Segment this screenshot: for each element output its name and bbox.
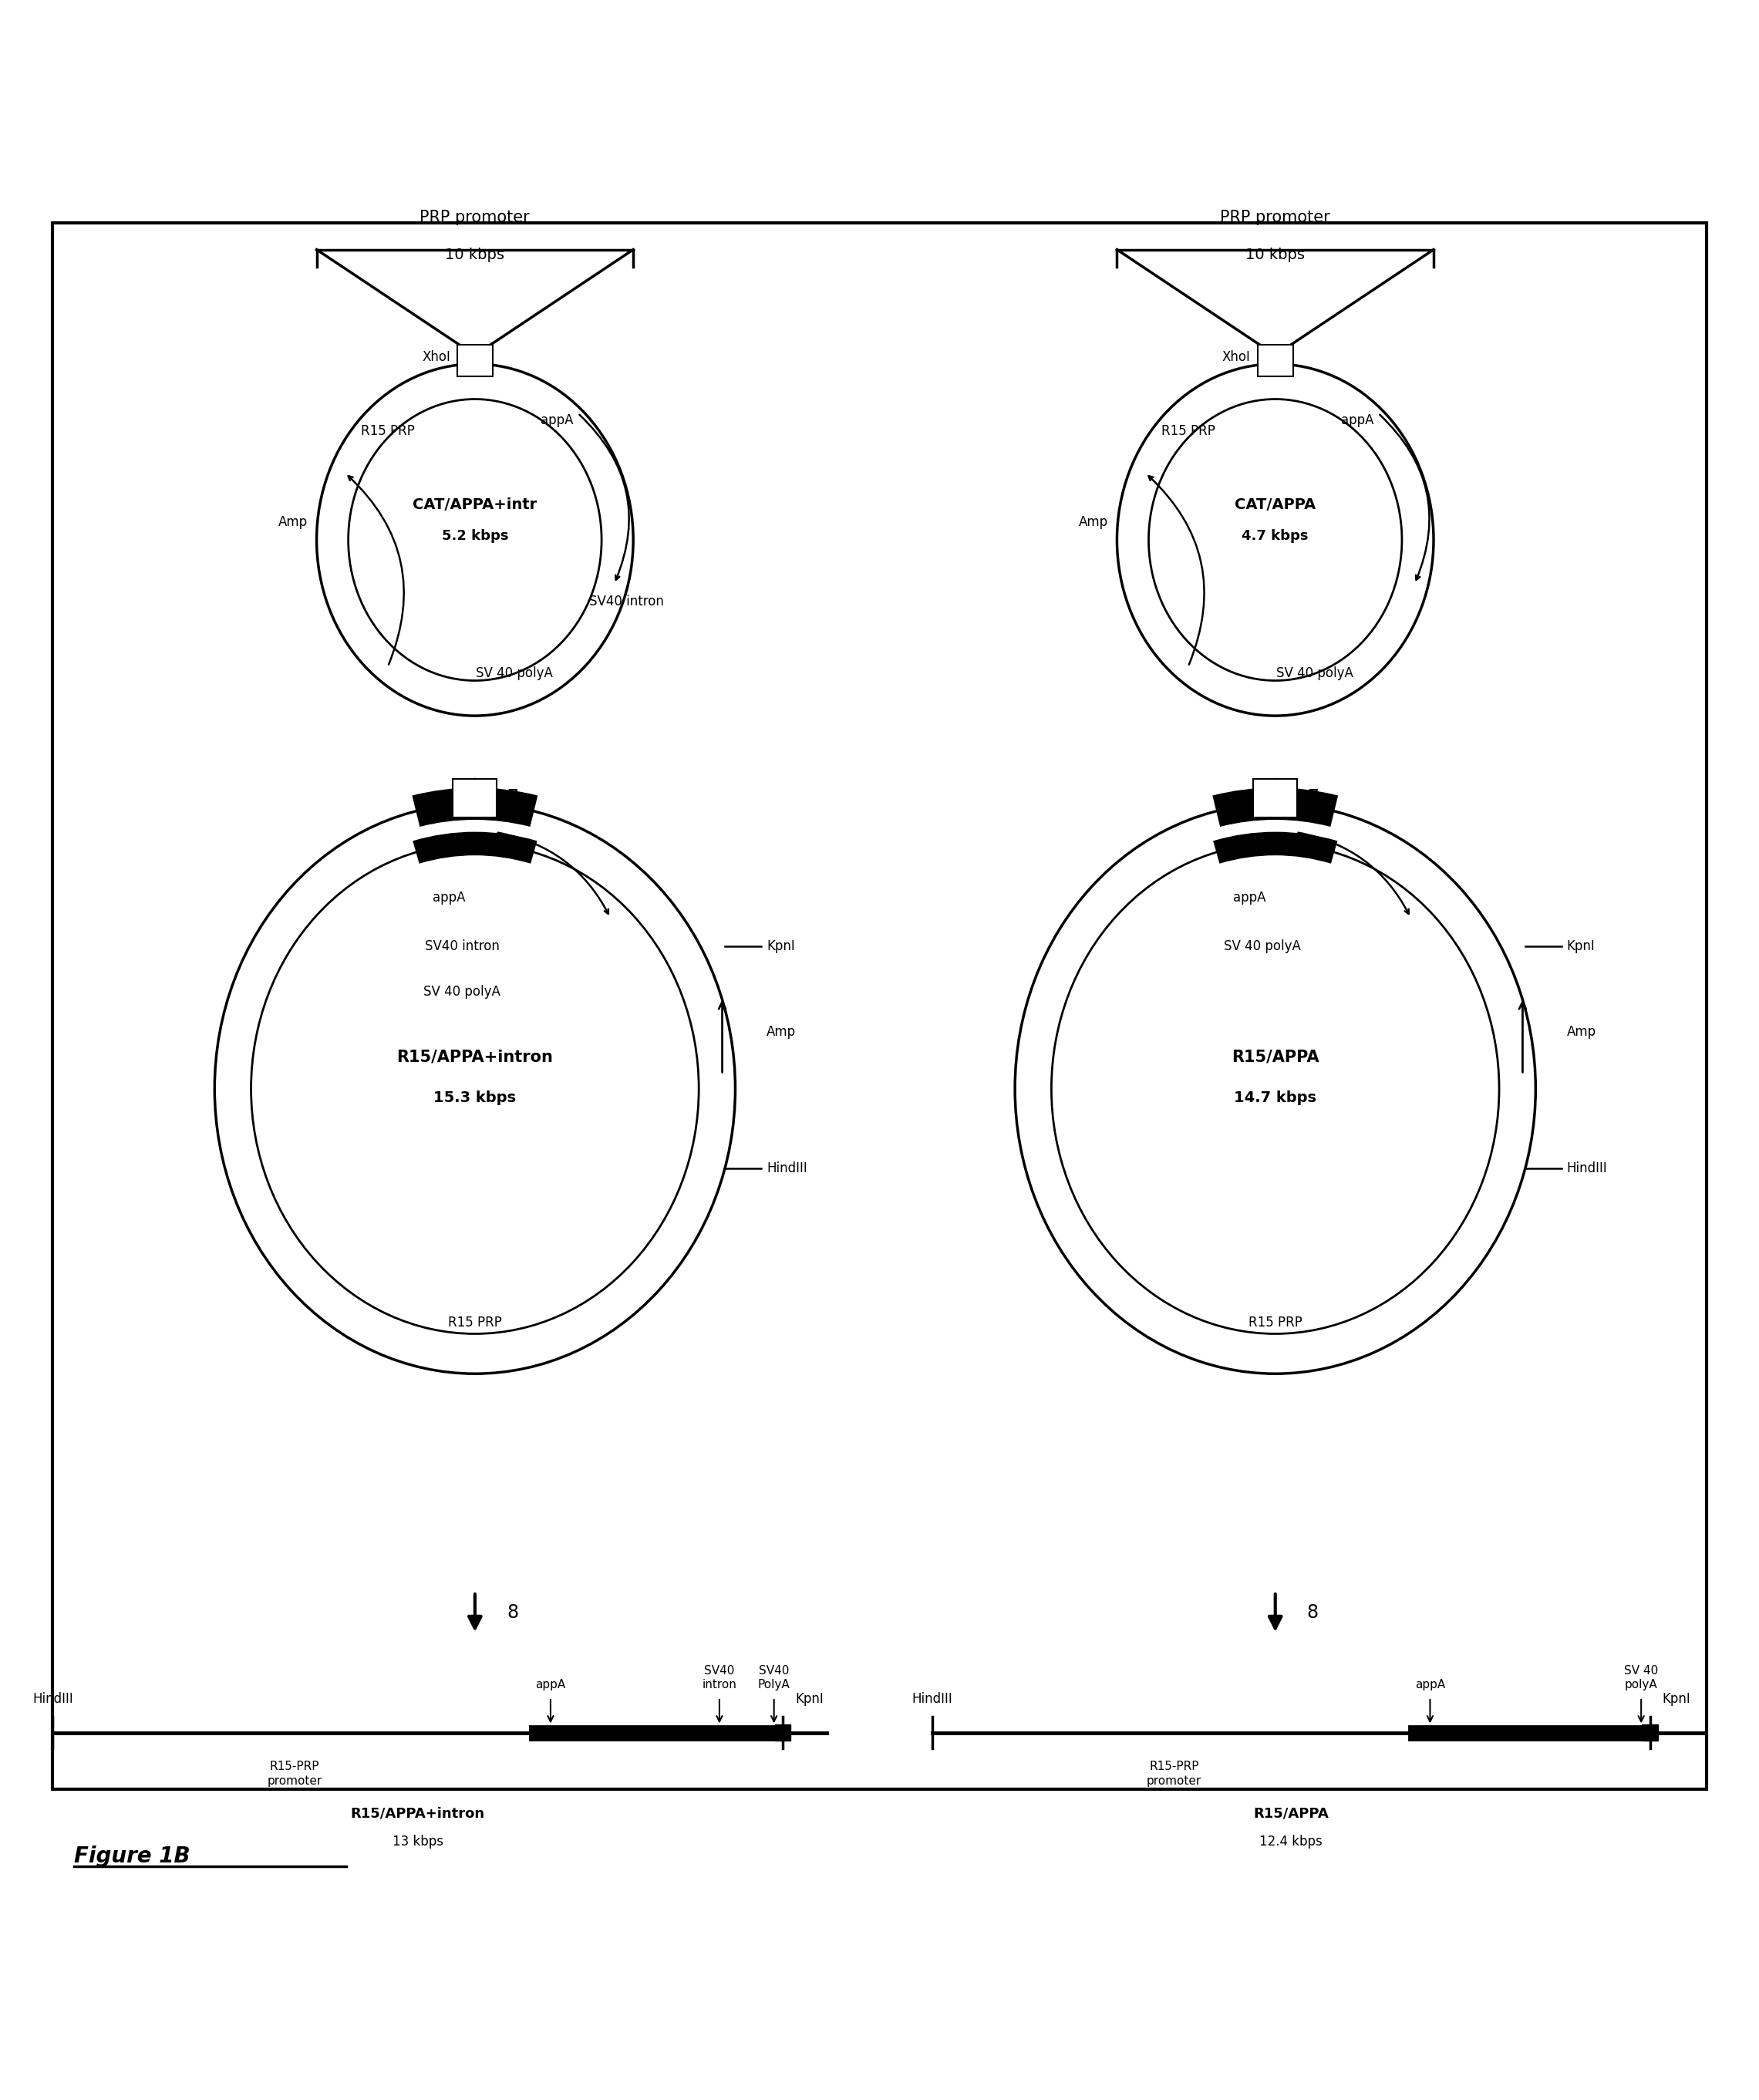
Text: R15/APPA: R15/APPA [1231,1050,1319,1065]
Text: KpnI: KpnI [1567,939,1595,953]
Text: PRP promoter: PRP promoter [420,210,529,225]
Text: R15 PRP: R15 PRP [449,1315,501,1329]
Text: 8: 8 [507,1604,519,1621]
Text: 7: 7 [507,788,519,806]
Text: appA: appA [1233,890,1266,905]
Text: HindIII: HindIII [911,1693,953,1705]
Text: CAT/APPA: CAT/APPA [1235,498,1316,512]
Text: HindIII: HindIII [767,1161,807,1176]
Text: appA: appA [540,414,573,426]
Text: Amp: Amp [278,514,308,529]
Text: R15 PRP: R15 PRP [361,424,415,437]
Text: 10 kbps: 10 kbps [445,248,505,262]
Text: Amp: Amp [767,1025,795,1040]
Text: R15-PRP
promoter: R15-PRP promoter [1147,1760,1201,1787]
Bar [454,779,498,817]
Text: 4.7 kbps: 4.7 kbps [1242,529,1309,544]
Text: XhoI: XhoI [1223,351,1251,363]
Text: appA: appA [1340,414,1374,426]
Text: appA: appA [1414,1678,1446,1691]
Text: R15 PRP: R15 PRP [1249,1315,1302,1329]
Text: CAT/APPA+intr: CAT/APPA+intr [413,498,536,512]
Text: Amp: Amp [1567,1025,1595,1040]
Text: R15-PRP
promoter: R15-PRP promoter [267,1760,322,1787]
Text: R15/APPA: R15/APPA [1254,1806,1328,1821]
Text: SV 40 polyA: SV 40 polyA [477,666,552,680]
Text: appA: appA [433,890,466,905]
Text: R15/APPA+intron: R15/APPA+intron [398,1050,552,1065]
Text: Figure 1B: Figure 1B [74,1846,190,1867]
Text: 13 kbps: 13 kbps [392,1835,443,1848]
Text: Amp: Amp [1078,514,1108,529]
Text: SV 40 polyA: SV 40 polyA [1224,939,1300,953]
Text: SV 40 polyA: SV 40 polyA [1277,666,1353,680]
Text: KpnI: KpnI [1662,1693,1690,1705]
Text: PRP promoter: PRP promoter [1221,210,1330,225]
Text: R15 PRP: R15 PRP [1161,424,1215,437]
Text: R15/APPA+intron: R15/APPA+intron [350,1806,485,1821]
Text: SV40
PolyA: SV40 PolyA [758,1665,790,1690]
Bar [1258,344,1293,376]
Text: HindIII: HindIII [32,1693,74,1705]
Bar [457,344,493,376]
Text: SV40 intron: SV40 intron [424,939,500,953]
Text: 14.7 kbps: 14.7 kbps [1235,1090,1316,1105]
Text: KpnI: KpnI [795,1693,823,1705]
Text: 8: 8 [1307,1604,1319,1621]
Text: SV40 intron: SV40 intron [589,594,663,609]
Bar [1643,1724,1659,1741]
Bar [53,223,1706,1789]
Bar [1252,779,1298,817]
Text: 12.4 kbps: 12.4 kbps [1259,1835,1323,1848]
Text: 5.2 kbps: 5.2 kbps [442,529,508,544]
Text: appA: appA [535,1678,566,1691]
Text: SV 40 polyA: SV 40 polyA [424,985,500,1000]
Text: KpnI: KpnI [767,939,795,953]
Bar [774,1724,792,1741]
Text: 10 kbps: 10 kbps [1245,248,1305,262]
Text: 15.3 kbps: 15.3 kbps [434,1090,515,1105]
Text: 7: 7 [1307,788,1319,806]
Text: HindIII: HindIII [1567,1161,1608,1176]
Text: SV 40
polyA: SV 40 polyA [1624,1665,1659,1690]
Text: SV40
intron: SV40 intron [702,1665,737,1690]
Text: XhoI: XhoI [422,351,450,363]
